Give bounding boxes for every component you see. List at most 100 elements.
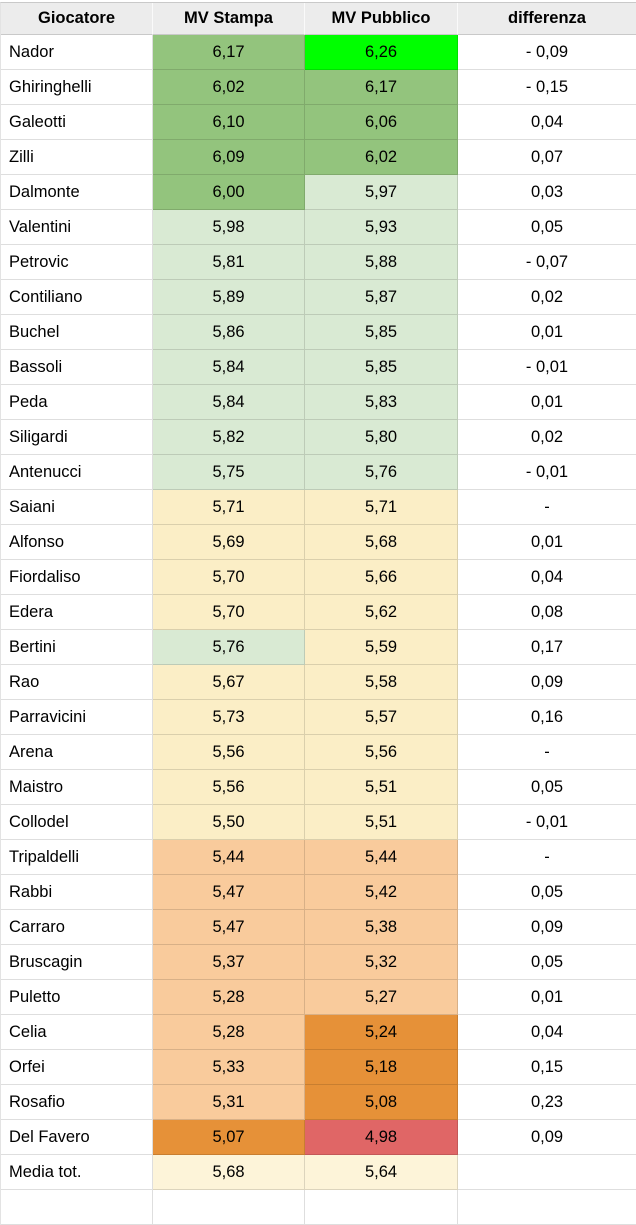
player-name-cell[interactable]: Zilli [1, 140, 153, 175]
player-name-cell[interactable]: Tripaldelli [1, 840, 153, 875]
differenza-cell[interactable]: - [458, 840, 636, 875]
player-name-cell[interactable]: Galeotti [1, 105, 153, 140]
mv-pubblico-cell[interactable]: 4,98 [305, 1120, 458, 1155]
col-header-differenza[interactable]: differenza [458, 3, 636, 35]
player-name-cell[interactable]: Nador [1, 35, 153, 70]
differenza-cell[interactable]: - 0,15 [458, 70, 636, 105]
differenza-cell[interactable]: 0,09 [458, 1120, 636, 1155]
player-name-cell[interactable]: Siligardi [1, 420, 153, 455]
mv-stampa-cell[interactable]: 6,00 [153, 175, 305, 210]
differenza-cell[interactable]: 0,04 [458, 1015, 636, 1050]
mv-pubblico-cell[interactable]: 5,32 [305, 945, 458, 980]
mv-stampa-cell[interactable]: 5,31 [153, 1085, 305, 1120]
differenza-cell[interactable]: 0,04 [458, 105, 636, 140]
mv-pubblico-cell[interactable]: 5,18 [305, 1050, 458, 1085]
mv-stampa-cell[interactable]: 5,70 [153, 595, 305, 630]
mv-stampa-cell[interactable]: 5,86 [153, 315, 305, 350]
differenza-cell[interactable]: 0,01 [458, 385, 636, 420]
differenza-cell[interactable]: 0,01 [458, 980, 636, 1015]
mv-stampa-cell[interactable]: 5,82 [153, 420, 305, 455]
empty-cell[interactable] [1, 1190, 153, 1225]
player-name-cell[interactable]: Rabbi [1, 875, 153, 910]
mv-pubblico-cell[interactable]: 5,58 [305, 665, 458, 700]
mv-pubblico-cell[interactable]: 5,85 [305, 350, 458, 385]
mv-stampa-cell[interactable]: 5,73 [153, 700, 305, 735]
mv-pubblico-cell[interactable]: 5,51 [305, 805, 458, 840]
player-name-cell[interactable]: Peda [1, 385, 153, 420]
mv-stampa-cell[interactable]: 5,98 [153, 210, 305, 245]
mv-pubblico-cell[interactable]: 5,08 [305, 1085, 458, 1120]
mv-stampa-cell[interactable]: 5,56 [153, 735, 305, 770]
empty-cell[interactable] [153, 1190, 305, 1225]
player-name-cell[interactable]: Media tot. [1, 1155, 153, 1190]
differenza-cell[interactable]: - 0,09 [458, 35, 636, 70]
mv-pubblico-cell[interactable]: 5,68 [305, 525, 458, 560]
player-name-cell[interactable]: Rao [1, 665, 153, 700]
mv-pubblico-cell[interactable]: 5,88 [305, 245, 458, 280]
mv-pubblico-cell[interactable]: 5,76 [305, 455, 458, 490]
player-name-cell[interactable]: Fiordaliso [1, 560, 153, 595]
mv-pubblico-cell[interactable]: 5,56 [305, 735, 458, 770]
mv-pubblico-cell[interactable]: 6,06 [305, 105, 458, 140]
player-name-cell[interactable]: Maistro [1, 770, 153, 805]
player-name-cell[interactable]: Saiani [1, 490, 153, 525]
mv-pubblico-cell[interactable]: 5,71 [305, 490, 458, 525]
mv-stampa-cell[interactable]: 5,71 [153, 490, 305, 525]
mv-pubblico-cell[interactable]: 5,93 [305, 210, 458, 245]
mv-stampa-cell[interactable]: 5,37 [153, 945, 305, 980]
differenza-cell[interactable]: 0,04 [458, 560, 636, 595]
differenza-cell[interactable]: 0,09 [458, 665, 636, 700]
player-name-cell[interactable]: Orfei [1, 1050, 153, 1085]
mv-stampa-cell[interactable]: 6,09 [153, 140, 305, 175]
mv-pubblico-cell[interactable]: 5,83 [305, 385, 458, 420]
mv-stampa-cell[interactable]: 5,69 [153, 525, 305, 560]
empty-cell[interactable] [458, 1190, 636, 1225]
player-name-cell[interactable]: Bruscagin [1, 945, 153, 980]
mv-pubblico-cell[interactable]: 5,87 [305, 280, 458, 315]
mv-stampa-cell[interactable]: 5,75 [153, 455, 305, 490]
player-name-cell[interactable]: Dalmonte [1, 175, 153, 210]
col-header-mv-stampa[interactable]: MV Stampa [153, 3, 305, 35]
mv-stampa-cell[interactable]: 5,89 [153, 280, 305, 315]
mv-stampa-cell[interactable]: 5,68 [153, 1155, 305, 1190]
differenza-cell[interactable]: 0,05 [458, 770, 636, 805]
mv-pubblico-cell[interactable]: 5,62 [305, 595, 458, 630]
differenza-cell[interactable]: 0,03 [458, 175, 636, 210]
mv-stampa-cell[interactable]: 5,47 [153, 910, 305, 945]
mv-pubblico-cell[interactable]: 5,59 [305, 630, 458, 665]
mv-stampa-cell[interactable]: 5,47 [153, 875, 305, 910]
differenza-cell[interactable] [458, 1155, 636, 1190]
player-name-cell[interactable]: Edera [1, 595, 153, 630]
mv-pubblico-cell[interactable]: 5,24 [305, 1015, 458, 1050]
mv-stampa-cell[interactable]: 5,70 [153, 560, 305, 595]
differenza-cell[interactable]: 0,17 [458, 630, 636, 665]
differenza-cell[interactable]: - 0,01 [458, 805, 636, 840]
mv-pubblico-cell[interactable]: 5,80 [305, 420, 458, 455]
mv-stampa-cell[interactable]: 5,84 [153, 385, 305, 420]
mv-pubblico-cell[interactable]: 5,44 [305, 840, 458, 875]
player-name-cell[interactable]: Petrovic [1, 245, 153, 280]
player-name-cell[interactable]: Arena [1, 735, 153, 770]
player-name-cell[interactable]: Bassoli [1, 350, 153, 385]
mv-pubblico-cell[interactable]: 5,51 [305, 770, 458, 805]
empty-cell[interactable] [305, 1190, 458, 1225]
differenza-cell[interactable]: 0,02 [458, 420, 636, 455]
differenza-cell[interactable]: 0,01 [458, 525, 636, 560]
player-name-cell[interactable]: Collodel [1, 805, 153, 840]
mv-pubblico-cell[interactable]: 5,85 [305, 315, 458, 350]
mv-pubblico-cell[interactable]: 6,17 [305, 70, 458, 105]
mv-stampa-cell[interactable]: 5,33 [153, 1050, 305, 1085]
player-name-cell[interactable]: Carraro [1, 910, 153, 945]
player-name-cell[interactable]: Bertini [1, 630, 153, 665]
differenza-cell[interactable]: 0,09 [458, 910, 636, 945]
mv-pubblico-cell[interactable]: 5,42 [305, 875, 458, 910]
differenza-cell[interactable]: - 0,01 [458, 350, 636, 385]
mv-stampa-cell[interactable]: 5,81 [153, 245, 305, 280]
mv-stampa-cell[interactable]: 5,28 [153, 980, 305, 1015]
differenza-cell[interactable]: - 0,07 [458, 245, 636, 280]
mv-stampa-cell[interactable]: 5,07 [153, 1120, 305, 1155]
mv-pubblico-cell[interactable]: 5,97 [305, 175, 458, 210]
player-name-cell[interactable]: Parravicini [1, 700, 153, 735]
differenza-cell[interactable]: 0,01 [458, 315, 636, 350]
mv-pubblico-cell[interactable]: 5,57 [305, 700, 458, 735]
